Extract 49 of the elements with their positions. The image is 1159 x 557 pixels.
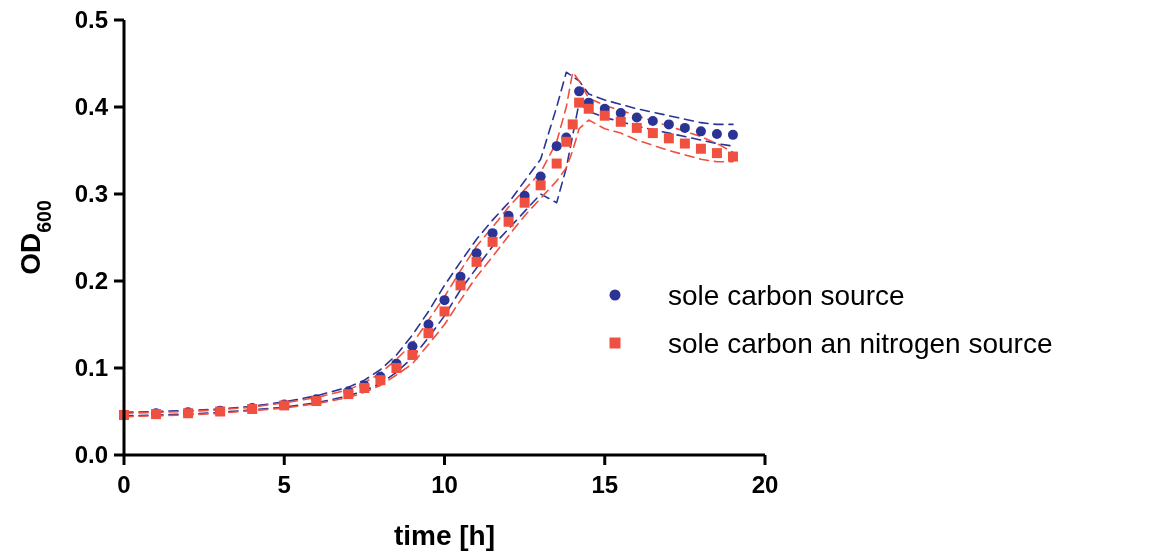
- point: [647, 128, 658, 139]
- point: [551, 141, 562, 152]
- point: [535, 180, 546, 191]
- x-tick-label: 5: [277, 471, 291, 498]
- x-tick-label: 10: [431, 471, 458, 498]
- y-tick-label: 0.4: [74, 93, 109, 121]
- point: [695, 143, 706, 154]
- y-tick-label: 0.1: [74, 354, 108, 382]
- point: [551, 158, 562, 169]
- legend-label: sole carbon an nitrogen source: [668, 327, 1053, 359]
- point: [439, 295, 450, 306]
- point: [391, 363, 402, 373]
- point: [695, 126, 706, 137]
- point: [471, 256, 482, 267]
- y-tick-label: 0.2: [74, 267, 108, 295]
- legend-label: sole carbon source: [668, 279, 905, 311]
- point: [631, 112, 642, 123]
- x-axis-title: time [h]: [393, 520, 496, 551]
- y-tick-label: 0.5: [74, 6, 108, 34]
- point: [711, 148, 722, 159]
- x-tick-label: 20: [751, 471, 779, 498]
- point: [663, 119, 674, 130]
- point: [727, 129, 738, 140]
- y-tick-label: 0.3: [74, 180, 108, 208]
- x-tick-label: 15: [591, 471, 619, 498]
- point: [599, 110, 610, 121]
- point: [615, 116, 626, 127]
- point: [439, 306, 450, 317]
- point: [647, 115, 658, 126]
- point: [583, 103, 594, 114]
- point: [455, 280, 466, 291]
- point: [727, 151, 738, 162]
- point: [679, 138, 690, 149]
- point: [503, 216, 514, 227]
- point: [423, 328, 434, 339]
- point: [574, 86, 585, 97]
- point: [519, 197, 530, 208]
- point: [574, 97, 585, 108]
- point: [679, 122, 690, 133]
- point: [375, 375, 386, 386]
- point: [567, 119, 578, 130]
- point: [631, 122, 642, 133]
- point: [407, 349, 418, 360]
- point: [663, 133, 674, 144]
- x-tick-label: 0: [117, 471, 131, 498]
- y-tick-label: 0.0: [74, 441, 108, 469]
- point: [561, 136, 572, 147]
- point: [711, 128, 722, 139]
- point: [487, 236, 498, 247]
